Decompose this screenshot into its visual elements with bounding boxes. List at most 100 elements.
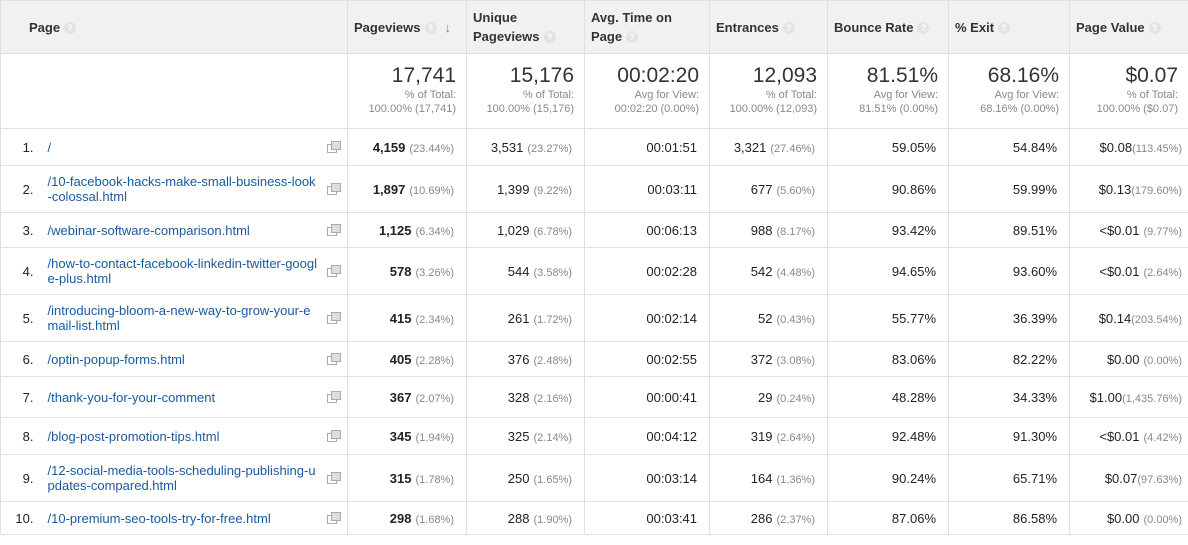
exit-cell: 59.99% — [948, 165, 1071, 213]
data-rows: 1./4,159 (23.44%) 3,531 (23.27%) 00:01:51 3,3… — [0, 128, 1188, 535]
bounce-rate-cell: 83.06% — [827, 341, 950, 377]
col-header-avg-time[interactable]: Avg. Time on Page? — [584, 0, 711, 54]
unique-pageviews-value: 544 — [507, 263, 530, 279]
page-link[interactable]: /10-facebook-hacks-make-small-business-l… — [47, 174, 316, 204]
open-external-icon[interactable] — [327, 141, 342, 153]
pageviews-percent: (2.07%) — [415, 392, 455, 405]
entrances-value: 286 — [750, 510, 773, 526]
pageviews-percent: (23.44%) — [409, 142, 455, 155]
col-header-page[interactable]: Page? — [0, 0, 349, 54]
pageviews-percent: (3.26%) — [415, 266, 455, 279]
col-header-pageviews[interactable]: Pageviews? ↓ — [347, 0, 468, 54]
table-row: 7./thank-you-for-your-comment 367 (2.07%) 3… — [0, 376, 1188, 418]
col-header-bounce-rate[interactable]: Bounce Rate? — [827, 0, 950, 54]
exit-cell: 89.51% — [948, 212, 1071, 248]
row-index: 10. — [0, 501, 42, 535]
open-external-icon[interactable] — [327, 265, 342, 277]
row-index: 8. — [0, 417, 42, 455]
bounce-rate-cell: 93.42% — [827, 212, 950, 248]
page-link[interactable]: /introducing-bloom-a-new-way-to-grow-you… — [47, 303, 311, 333]
entrances-cell: 988 (8.17%) — [709, 212, 829, 248]
open-external-icon[interactable] — [327, 472, 342, 484]
exit-cell: 54.84% — [948, 128, 1071, 166]
page-cell: /12-social-media-tools-scheduling-publis… — [41, 454, 349, 502]
page-link[interactable]: / — [47, 139, 52, 155]
row-index: 9. — [0, 454, 42, 502]
unique-pageviews-value: 3,531 — [490, 139, 524, 155]
entrances-percent: (5.60%) — [776, 184, 816, 197]
avg-time-cell: 00:03:11 — [584, 165, 711, 213]
pageviews-cell: 1,125 (6.34%) — [347, 212, 468, 248]
page-value-cell: $0.07(97.63%) — [1069, 454, 1188, 502]
help-icon[interactable]: ? — [64, 21, 77, 34]
total-entrances: 12,093% of Total: 100.00% (12,093) — [709, 53, 829, 129]
pageviews-percent: (1.78%) — [415, 473, 455, 486]
row-index: 4. — [0, 247, 42, 295]
page-link[interactable]: /thank-you-for-your-comment — [47, 389, 216, 405]
entrances-percent: (0.24%) — [776, 392, 816, 405]
page-cell: /optin-popup-forms.html — [41, 341, 349, 377]
open-external-icon[interactable] — [327, 224, 342, 236]
col-header-page-value[interactable]: Page Value? — [1069, 0, 1188, 54]
help-icon[interactable]: ? — [917, 21, 930, 34]
page-value-value: $0.14 — [1098, 310, 1132, 326]
help-icon[interactable]: ? — [626, 31, 639, 43]
help-icon[interactable]: ? — [543, 31, 556, 43]
pageviews-percent: (2.28%) — [415, 354, 455, 367]
page-value-cell: $0.00 (0.00%) — [1069, 501, 1188, 535]
pageviews-value: 578 — [389, 263, 412, 279]
page-link[interactable]: /blog-post-promotion-tips.html — [47, 428, 220, 444]
entrances-value: 988 — [750, 222, 773, 238]
totals-row: 17,741% of Total: 100.00% (17,741) 15,176… — [0, 53, 1188, 129]
page-cell: /how-to-contact-facebook-linkedin-twitte… — [41, 247, 349, 295]
help-icon[interactable]: ? — [1148, 21, 1161, 34]
avg-time-cell: 00:00:41 — [584, 376, 711, 418]
page-value-value: <$0.01 — [1099, 222, 1140, 238]
pageviews-value: 1,125 — [378, 222, 412, 238]
unique-pageviews-percent: (1.65%) — [533, 473, 573, 486]
page-link[interactable]: /12-social-media-tools-scheduling-publis… — [47, 463, 316, 493]
page-value-percent: (9.77%) — [1143, 225, 1183, 238]
col-header-unique-pageviews[interactable]: Unique Pageviews? — [466, 0, 586, 54]
bounce-rate-cell: 55.77% — [827, 294, 950, 342]
open-external-icon[interactable] — [327, 512, 342, 524]
row-index: 3. — [0, 212, 42, 248]
open-external-icon[interactable] — [327, 312, 342, 324]
page-link[interactable]: /how-to-contact-facebook-linkedin-twitte… — [47, 256, 318, 286]
unique-pageviews-percent: (2.48%) — [533, 354, 573, 367]
avg-time-cell: 00:02:14 — [584, 294, 711, 342]
entrances-value: 52 — [758, 310, 773, 326]
entrances-percent: (8.17%) — [776, 225, 816, 238]
table-row: 4./how-to-contact-facebook-linkedin-twit… — [0, 247, 1188, 295]
help-icon[interactable]: ? — [424, 21, 437, 34]
page-value-value: $0.00 — [1106, 510, 1140, 526]
pageviews-cell: 1,897 (10.69%) — [347, 165, 468, 213]
exit-cell: 34.33% — [948, 376, 1071, 418]
page-value-value: <$0.01 — [1099, 263, 1140, 279]
row-index: 2. — [0, 165, 42, 213]
sort-descending-icon[interactable]: ↓ — [444, 19, 452, 35]
page-value-cell: <$0.01 (9.77%) — [1069, 212, 1188, 248]
page-link[interactable]: /10-premium-seo-tools-try-for-free.html — [47, 510, 271, 526]
page-value-value: $0.07 — [1104, 470, 1138, 486]
help-icon[interactable]: ? — [782, 21, 795, 34]
col-header-exit[interactable]: % Exit? — [948, 0, 1071, 54]
pageviews-percent: (10.69%) — [409, 184, 455, 197]
page-link[interactable]: /webinar-software-comparison.html — [47, 222, 250, 238]
page-value-percent: (97.63%) — [1137, 473, 1183, 486]
page-link[interactable]: /optin-popup-forms.html — [47, 351, 185, 367]
entrances-cell: 372 (3.08%) — [709, 341, 829, 377]
help-icon[interactable]: ? — [998, 21, 1011, 34]
open-external-icon[interactable] — [327, 391, 342, 403]
pageviews-percent: (6.34%) — [415, 225, 455, 238]
open-external-icon[interactable] — [327, 183, 342, 195]
unique-pageviews-cell: 1,399 (9.22%) — [466, 165, 586, 213]
bounce-rate-cell: 90.86% — [827, 165, 950, 213]
entrances-value: 164 — [750, 470, 773, 486]
avg-time-cell: 00:06:13 — [584, 212, 711, 248]
page-value-percent: (0.00%) — [1143, 354, 1183, 367]
col-header-entrances[interactable]: Entrances? — [709, 0, 829, 54]
open-external-icon[interactable] — [327, 430, 342, 442]
row-index: 5. — [0, 294, 42, 342]
open-external-icon[interactable] — [327, 353, 342, 365]
